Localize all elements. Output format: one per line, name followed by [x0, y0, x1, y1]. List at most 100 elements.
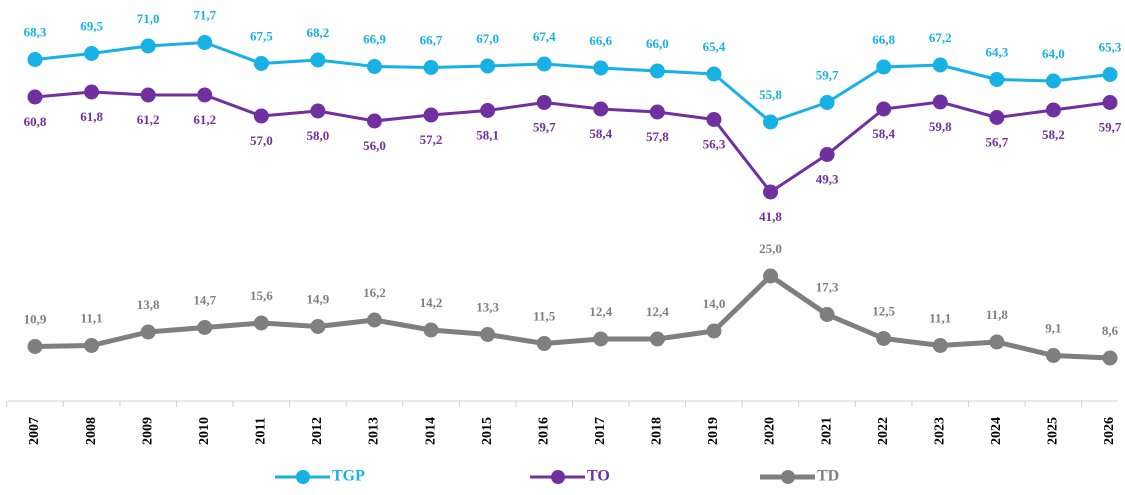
x-tick-label: 2007: [27, 417, 42, 445]
data-label: 64,3: [985, 44, 1008, 59]
x-tick-label: 2009: [140, 417, 155, 445]
data-point: [310, 319, 326, 334]
data-point: [593, 331, 609, 347]
data-point: [253, 315, 269, 331]
data-point: [763, 184, 779, 200]
data-point: [932, 57, 948, 73]
data-label: 66,7: [420, 32, 443, 47]
data-point: [706, 112, 722, 127]
data-label: 25,0: [759, 241, 782, 256]
data-label: 16,2: [363, 285, 386, 300]
data-label: 56,7: [985, 134, 1008, 149]
data-label: 68,3: [24, 24, 47, 39]
legend-label: TD: [817, 468, 839, 485]
data-label: 61,2: [193, 112, 216, 127]
x-tick-label: 2025: [1046, 417, 1061, 445]
data-point: [423, 322, 439, 338]
data-label: 12,4: [646, 304, 669, 319]
data-point: [593, 101, 609, 117]
data-label: 58,2: [1042, 127, 1065, 142]
data-point: [253, 108, 269, 124]
legend-label: TGP: [332, 468, 365, 485]
legend-marker: [296, 470, 310, 484]
data-point: [649, 63, 665, 79]
data-point: [1045, 348, 1061, 363]
legend-marker: [781, 470, 795, 484]
data-point: [27, 89, 43, 105]
data-label: 11,1: [929, 310, 951, 325]
x-tick-label: 2017: [593, 417, 608, 445]
x-tick-label: 2012: [310, 417, 325, 445]
data-label: 14,7: [193, 292, 216, 307]
data-point: [763, 268, 779, 284]
data-label: 10,9: [24, 311, 47, 326]
data-label: 67,0: [476, 31, 499, 46]
data-label: 58,1: [476, 127, 499, 142]
series-line: [34, 41, 1111, 124]
data-point: [140, 38, 156, 54]
series-line: [34, 273, 1111, 361]
data-point: [649, 331, 665, 347]
data-label: 12,4: [589, 304, 612, 319]
data-point: [876, 59, 892, 75]
data-point: [84, 46, 100, 61]
data-point: [593, 60, 609, 76]
data-point: [197, 35, 213, 50]
data-label: 67,4: [533, 29, 556, 44]
data-point: [819, 147, 835, 162]
data-label: 60,8: [24, 114, 47, 129]
data-label: 58,4: [589, 126, 612, 141]
data-point: [1045, 102, 1061, 118]
x-tick-label: 2013: [367, 417, 382, 445]
x-tick-label: 2026: [1102, 417, 1117, 445]
data-label: 61,8: [80, 109, 103, 124]
data-point: [27, 52, 43, 67]
x-tick-label: 2011: [254, 417, 269, 444]
x-tick-label: 2014: [423, 417, 438, 445]
data-point: [366, 113, 382, 129]
data-label: 58,0: [307, 128, 330, 143]
data-point: [649, 104, 665, 120]
x-tick-label: 2020: [763, 417, 778, 445]
data-point: [27, 339, 43, 354]
data-label: 57,8: [646, 129, 669, 144]
data-label: 65,4: [703, 39, 726, 54]
data-label: 14,2: [420, 295, 443, 310]
data-label: 41,8: [759, 209, 782, 224]
data-point: [1102, 95, 1118, 110]
data-label: 55,8: [759, 87, 782, 102]
data-label: 68,2: [307, 25, 330, 40]
data-point: [423, 60, 439, 75]
data-label: 71,0: [137, 11, 160, 26]
data-label: 17,3: [816, 279, 839, 294]
legend-label: TO: [587, 468, 610, 485]
x-tick-label: 2010: [197, 417, 212, 445]
data-label: 9,1: [1045, 320, 1061, 335]
data-point: [706, 323, 722, 339]
x-tick-label: 2018: [650, 417, 665, 445]
data-point: [819, 307, 835, 322]
data-point: [480, 103, 496, 118]
data-point: [932, 338, 948, 353]
data-point: [366, 59, 382, 74]
data-label: 56,3: [703, 136, 726, 151]
legend-marker: [551, 470, 565, 484]
x-tick-label: 2022: [876, 417, 891, 445]
data-label: 66,9: [363, 31, 386, 46]
x-tick-label: 2023: [932, 417, 947, 445]
data-label: 8,6: [1102, 323, 1119, 338]
data-point: [932, 94, 948, 110]
data-point: [989, 334, 1005, 350]
data-point: [536, 95, 552, 110]
data-label: 14,0: [703, 296, 726, 311]
x-tick-label: 2024: [989, 417, 1004, 445]
data-point: [536, 56, 552, 72]
data-label: 61,2: [137, 112, 160, 127]
data-label: 66,6: [589, 33, 612, 48]
x-tick-label: 2016: [536, 417, 551, 445]
data-label: 64,0: [1042, 46, 1065, 61]
x-tick-label: 2021: [819, 417, 834, 445]
data-point: [1102, 350, 1118, 366]
data-point: [140, 87, 156, 103]
